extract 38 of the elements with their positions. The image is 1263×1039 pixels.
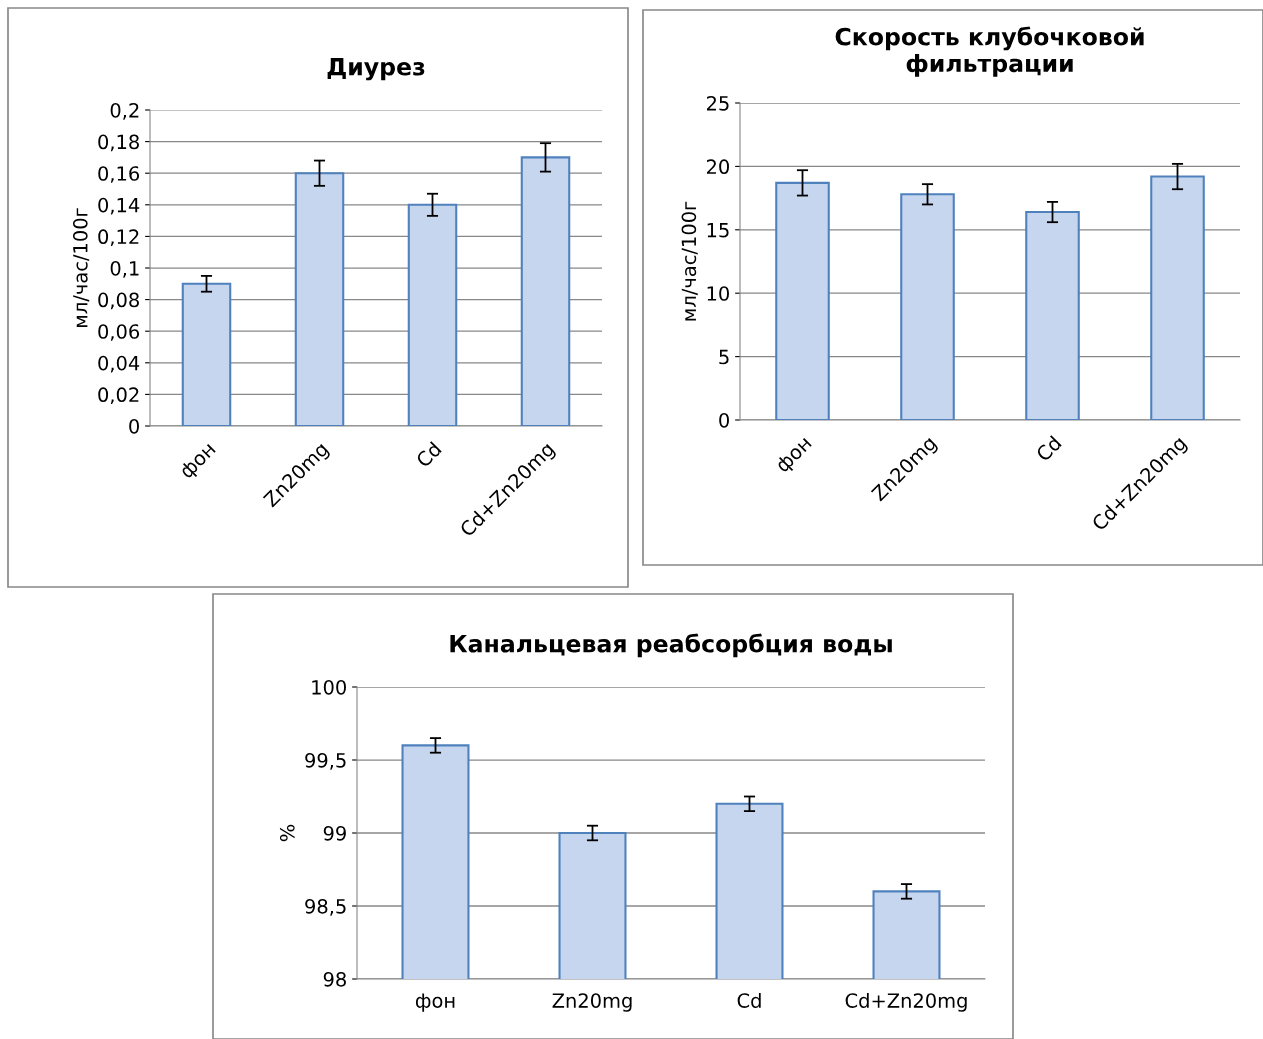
y-tick-label: 0 [129,418,139,434]
y-tick-label: 0 [719,412,729,428]
y-tick-label: 25 [706,95,729,111]
y-tick-label: 5 [719,349,729,365]
chart-title: Скорость клубочковой фильтрации [835,26,1144,77]
y-tick-label: 99,5 [305,752,346,770]
chart-title: Канальцевая реабсорбция воды [450,633,892,658]
y-axis-title: мл/час/100г [72,208,90,328]
bar [181,282,232,426]
x-tick-label: Cd [737,992,761,1008]
x-tick-label: Zn20mg [552,993,632,1012]
y-tick-label: 20 [706,159,729,175]
x-tick-label: фон [415,993,455,1012]
x-tick-label: Cd+Zn20mg [845,992,967,1012]
bar [294,172,345,426]
y-tick-label: 0,14 [98,197,140,215]
y-tick-label: 98 [323,971,346,987]
y-tick-label: 0,06 [98,324,140,341]
y-tick-label: 98,5 [305,898,346,916]
y-tick-label: 10 [707,286,729,301]
y-tick-label: 0,02 [98,387,139,405]
y-axis-title: мл/час/100г [681,201,698,321]
y-tick-label: 0,04 [98,355,140,373]
y-tick-label: 0,12 [98,229,139,247]
y-tick-label: 0,08 [98,292,139,310]
y-tick-label: 99 [323,825,346,841]
chart-title: Диурез [327,58,425,81]
bar [407,203,458,426]
y-tick-label: 0,1 [110,260,139,278]
y-tick-label: 0,2 [110,102,139,120]
x-tick-label: Cd [1034,435,1062,463]
bar [520,156,571,426]
y-tick-label: 15 [707,223,729,238]
y-tick-label: 0,16 [98,166,140,183]
y-tick-label: 100 [312,679,346,695]
y-tick-label: 0,18 [98,134,139,152]
y-axis-title: % [279,824,295,842]
x-tick-label: Cd [414,441,442,469]
